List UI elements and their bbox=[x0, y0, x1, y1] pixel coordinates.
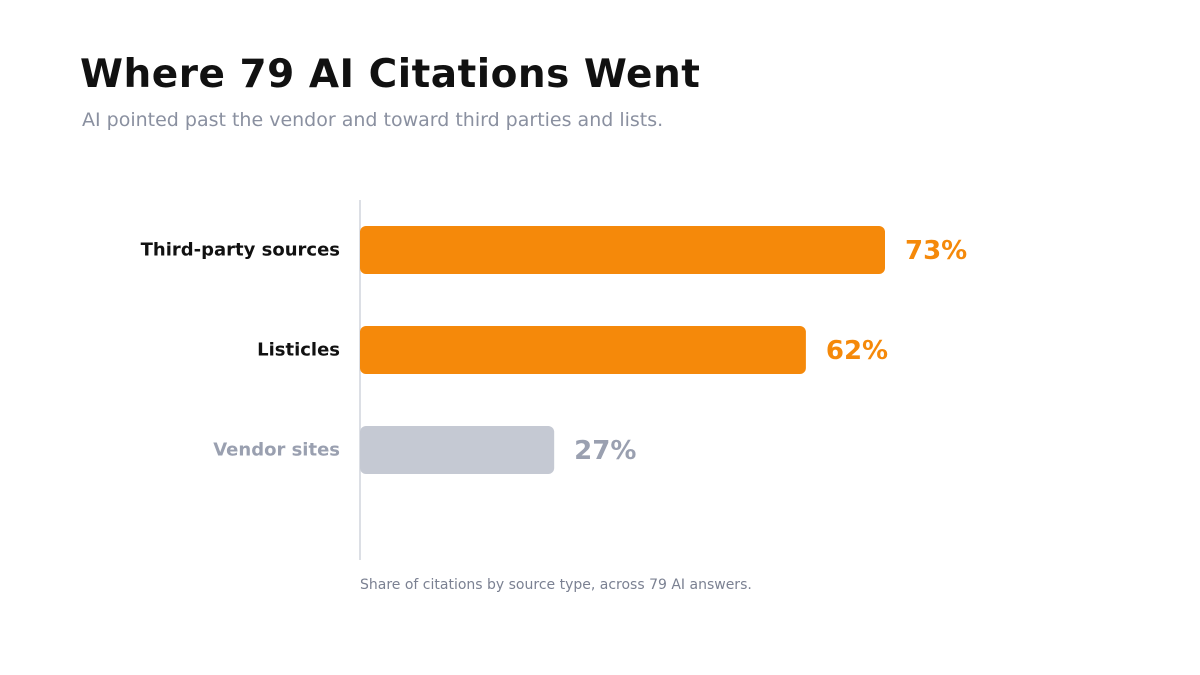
chart-caption: Share of citations by source type, acros… bbox=[360, 577, 752, 593]
bar-third-party-sources bbox=[360, 226, 885, 274]
chart-subtitle: AI pointed past the vendor and toward th… bbox=[82, 109, 664, 131]
category-label-vendor-sites: Vendor sites bbox=[213, 440, 340, 461]
category-label-third-party-sources: Third-party sources bbox=[141, 240, 340, 261]
bars-group: Third-party sources 73% Listicles 62% Vendor… bbox=[141, 226, 967, 474]
chart-title: Where 79 AI Citations Went bbox=[80, 52, 701, 97]
bar-vendor-sites bbox=[360, 426, 555, 474]
value-label-third-party-sources: 73% bbox=[905, 236, 967, 266]
value-label-listicles: 62% bbox=[826, 336, 888, 366]
value-label-vendor-sites: 27% bbox=[574, 436, 636, 466]
bar-listicles bbox=[360, 326, 806, 374]
category-label-listicles: Listicles bbox=[257, 340, 340, 361]
